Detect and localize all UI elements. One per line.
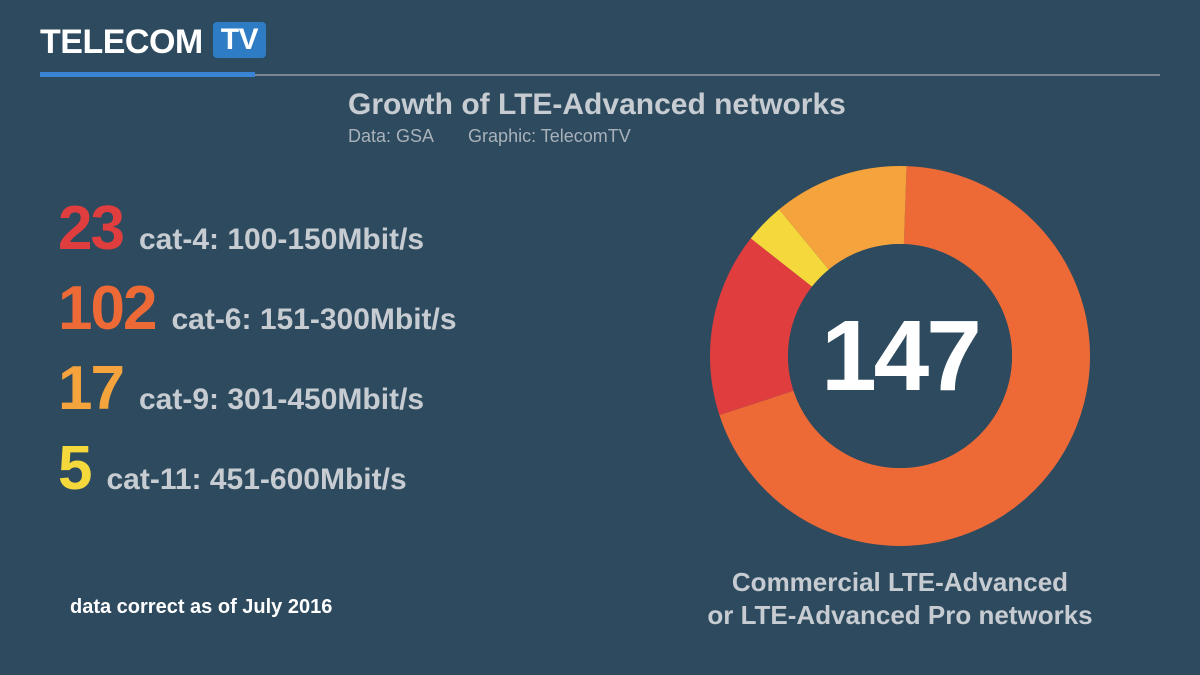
category-stats-list: 23 cat-4: 100-150Mbit/s 102 cat-6: 151-300M… [58,198,457,500]
header-divider [40,72,1200,75]
donut-center-hole: 147 [788,244,1012,468]
brand-text: TELECOM [40,23,203,62]
donut-chart: 147 [710,166,1090,546]
stat-row: 5 cat-11: 451-600Mbit/s [58,438,457,500]
stat-number: 23 [58,198,123,260]
stat-label: cat-6: 151-300Mbit/s [171,303,456,337]
donut-caption: Commercial LTE-Advanced or LTE-Advanced … [690,566,1110,631]
donut-center-value: 147 [821,299,979,414]
subtitle-row: Data: GSA Graphic: TelecomTV [348,126,846,147]
stat-number: 5 [58,438,90,500]
brand-header: TELECOM TV [40,22,266,62]
main-title: Growth of LTE-Advanced networks [348,88,846,122]
stat-label: cat-9: 301-450Mbit/s [139,383,424,417]
title-block: Growth of LTE-Advanced networks Data: GS… [348,88,846,147]
brand-tv-badge: TV [213,22,266,58]
stat-label: cat-4: 100-150Mbit/s [139,223,424,257]
graphic-credit-label: Graphic: TelecomTV [468,126,631,147]
footnote: data correct as of July 2016 [70,596,332,619]
divider-thick-accent [40,72,255,77]
data-source-label: Data: GSA [348,126,434,147]
donut-chart-wrap: 147 Commercial LTE-Advanced or LTE-Advan… [690,166,1110,631]
stat-number: 17 [58,358,123,420]
stat-label: cat-11: 451-600Mbit/s [106,463,406,497]
stat-row: 23 cat-4: 100-150Mbit/s [58,198,457,260]
stat-row: 102 cat-6: 151-300Mbit/s [58,278,457,340]
stat-number: 102 [58,278,155,340]
donut-caption-line1: Commercial LTE-Advanced [690,566,1110,599]
donut-caption-line2: or LTE-Advanced Pro networks [690,599,1110,632]
stat-row: 17 cat-9: 301-450Mbit/s [58,358,457,420]
